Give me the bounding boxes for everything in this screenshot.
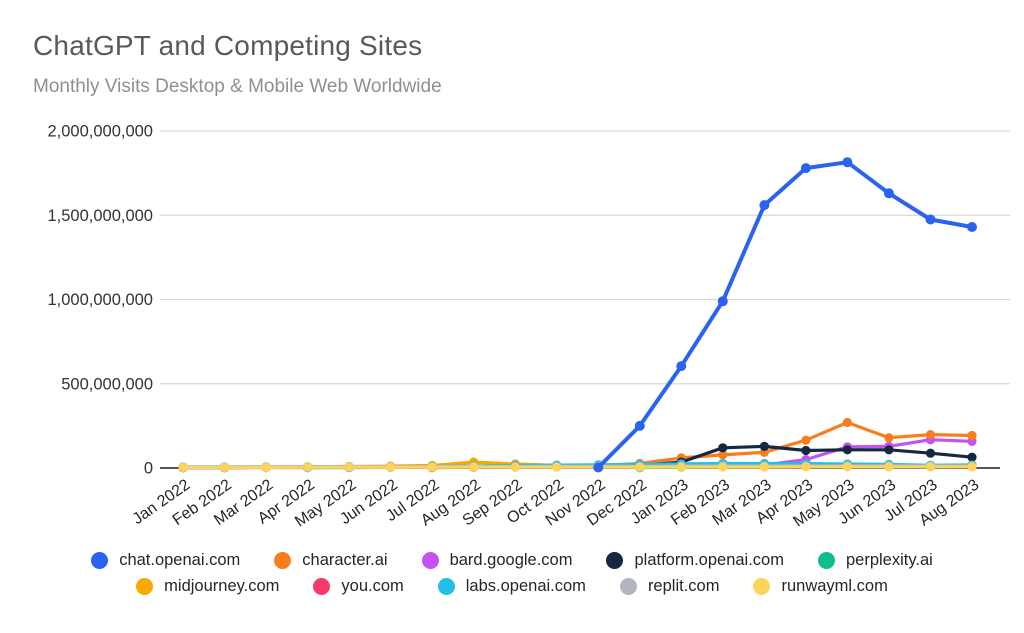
data-point: [967, 430, 977, 441]
legend-label: chat.openai.com: [119, 551, 241, 569]
data-point: [759, 462, 770, 472]
data-point: [884, 445, 894, 455]
data-point: [884, 433, 894, 443]
legend-dot-icon: [606, 552, 624, 569]
y-axis-tick-labels: 0 500,000,000 1,000,000,000 1,500,000,000 2,…: [47, 123, 153, 478]
chart-legend: chat.openai.com character.ai bard.google.c…: [0, 551, 1024, 596]
data-point: [635, 462, 645, 472]
legend-row-2: midjourney.com you.com labs.openai.com repl…: [0, 577, 1024, 596]
data-point: [842, 445, 853, 455]
data-point: [634, 420, 645, 431]
data-point: [842, 417, 853, 428]
legend-label: replit.com: [647, 577, 720, 595]
data-point: [469, 462, 479, 472]
legend-dot-icon: [437, 578, 455, 595]
data-point: [883, 188, 894, 199]
data-point: [842, 157, 853, 168]
chart-subtitle: Monthly Visits Desktop & Mobile Web Worl…: [33, 76, 442, 97]
data-point: [261, 462, 271, 473]
series-line-bard.google.com: [762, 438, 974, 467]
data-point: [718, 450, 728, 460]
legend-label: platform.openai.com: [634, 551, 784, 569]
series-line-chat.openai.com: [596, 160, 974, 470]
data-point: [178, 462, 188, 473]
legend-item-character.ai: character.ai: [274, 551, 388, 570]
legend-dot-icon: [753, 578, 771, 595]
data-point: [676, 361, 687, 372]
legend-item-perplexity.ai: perplexity.ai: [817, 551, 933, 570]
data-point: [801, 462, 811, 472]
data-point: [552, 462, 562, 472]
legend-dot-icon: [136, 578, 154, 595]
legend-label: perplexity.ai: [845, 551, 933, 569]
data-point: [967, 462, 977, 472]
legend-label: runwayml.com: [781, 577, 888, 595]
y-axis-tick-label: 0: [144, 460, 153, 478]
series-runwayml.com: [178, 462, 977, 473]
legend-label: labs.openai.com: [465, 577, 586, 595]
legend-label: midjourney.com: [164, 577, 280, 595]
legend-dot-icon: [91, 552, 109, 569]
series-line-runwayml.com: [181, 465, 974, 470]
legend-item-midjourney.com: midjourney.com: [136, 577, 279, 596]
data-point: [676, 462, 686, 472]
y-axis-tick-label: 500,000,000: [61, 375, 153, 393]
data-point: [925, 462, 936, 472]
legend-item-chat.openai.com: chat.openai.com: [91, 551, 240, 570]
data-point: [344, 462, 354, 472]
data-point: [593, 462, 604, 473]
legend-row-1: chat.openai.com character.ai bard.google.c…: [0, 551, 1024, 570]
data-point: [967, 452, 977, 462]
data-point: [386, 462, 396, 472]
data-point: [801, 435, 811, 445]
legend-item-platform.openai.com: platform.openai.com: [606, 551, 784, 570]
data-point: [427, 462, 437, 472]
legend-label: character.ai: [302, 551, 388, 569]
legend-label: bard.google.com: [449, 551, 573, 569]
data-point: [925, 448, 936, 458]
data-point: [801, 445, 811, 456]
data-point: [884, 462, 894, 472]
legend-dot-icon: [313, 578, 331, 595]
data-point: [219, 462, 230, 473]
data-point: [510, 462, 520, 472]
data-point: [759, 441, 770, 451]
gridlines: [160, 130, 1010, 385]
y-axis-tick-label: 1,500,000,000: [47, 207, 153, 225]
legend-dot-icon: [817, 552, 835, 569]
data-point: [925, 214, 936, 225]
legend-dot-icon: [619, 578, 637, 595]
data-point: [800, 163, 811, 174]
legend-item-you.com: you.com: [313, 577, 404, 596]
legend-dot-icon: [274, 552, 292, 569]
data-point: [842, 462, 853, 472]
legend-item-labs.openai.com: labs.openai.com: [437, 577, 586, 596]
chart-title: ChatGPT and Competing Sites: [33, 30, 423, 61]
data-point: [718, 443, 728, 453]
y-axis-tick-label: 1,000,000,000: [47, 291, 153, 309]
legend-dot-icon: [421, 552, 439, 569]
data-point: [967, 222, 977, 232]
legend-item-bard.google.com: bard.google.com: [421, 551, 573, 570]
data-point: [925, 430, 936, 440]
legend-item-runwayml.com: runwayml.com: [753, 577, 888, 596]
data-point: [759, 200, 770, 211]
series-chat.openai.com: [593, 157, 977, 473]
data-point: [717, 296, 728, 307]
legend-item-replit.com: replit.com: [619, 577, 720, 596]
line-chart-svg: 0 500,000,000 1,000,000,000 1,500,000,000 2,…: [47, 123, 1010, 531]
data-point: [303, 462, 313, 472]
data-point: [718, 462, 728, 472]
legend-label: you.com: [341, 577, 404, 595]
y-axis-tick-label: 2,000,000,000: [47, 123, 153, 141]
